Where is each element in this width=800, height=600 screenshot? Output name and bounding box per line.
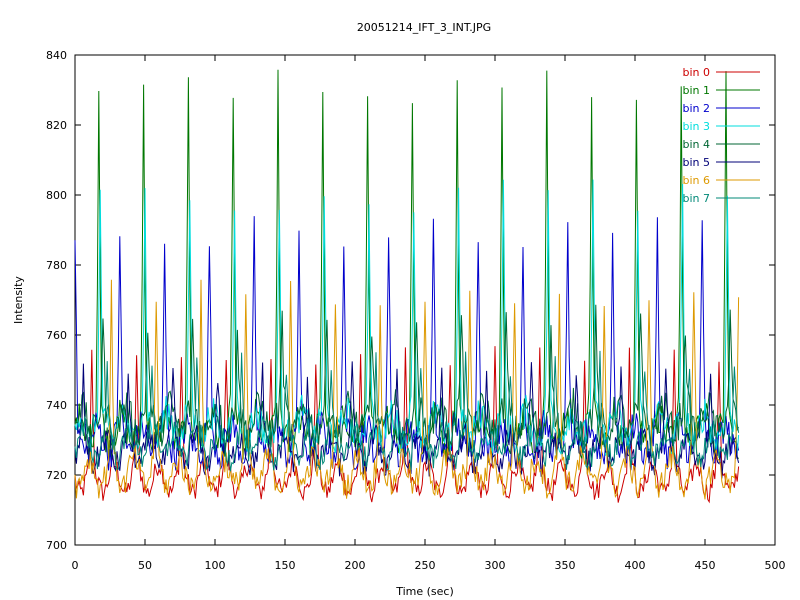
series-line-bin-0 (74, 346, 740, 504)
y-tick-label: 820 (46, 119, 67, 132)
y-tick-label: 840 (46, 49, 67, 62)
legend-label: bin 3 (682, 120, 710, 133)
x-tick-label: 400 (625, 559, 646, 572)
x-tick-label: 250 (415, 559, 436, 572)
y-tick-label: 700 (46, 539, 67, 552)
legend-label: bin 6 (682, 174, 710, 187)
legend-label: bin 1 (682, 84, 710, 97)
x-axis-label: Time (sec) (395, 585, 454, 598)
series-line-bin-7 (74, 350, 740, 472)
x-tick-label: 450 (695, 559, 716, 572)
x-tick-label: 500 (765, 559, 786, 572)
y-tick-label: 800 (46, 189, 67, 202)
y-tick-label: 760 (46, 329, 67, 342)
y-tick-label: 780 (46, 259, 67, 272)
series-line-bin-5 (74, 361, 740, 479)
legend-label: bin 7 (682, 192, 710, 205)
legend: bin 0 bin 1 bin 2 bin 3 bin 4 bin 5 bin 6 bin 7 (682, 66, 760, 205)
legend-label: bin 2 (682, 102, 710, 115)
axis-ticks: 0 50 100 150 200 250 300 350 400 450 500 700 720 740 7… (46, 49, 786, 572)
legend-label: bin 0 (682, 66, 710, 79)
y-tick-label: 740 (46, 399, 67, 412)
x-tick-label: 50 (138, 559, 152, 572)
x-tick-label: 150 (275, 559, 296, 572)
x-tick-label: 100 (205, 559, 226, 572)
series-line-bin-4 (74, 304, 740, 453)
legend-label: bin 4 (682, 138, 710, 151)
y-axis-label: Intensity (12, 276, 25, 324)
series-lines (74, 69, 740, 504)
x-tick-label: 300 (485, 559, 506, 572)
y-tick-label: 720 (46, 469, 67, 482)
x-tick-label: 200 (345, 559, 366, 572)
x-tick-label: 350 (555, 559, 576, 572)
x-tick-label: 0 (72, 559, 79, 572)
legend-label: bin 5 (682, 156, 710, 169)
chart-title: 20051214_IFT_3_INT.JPG (357, 21, 491, 34)
